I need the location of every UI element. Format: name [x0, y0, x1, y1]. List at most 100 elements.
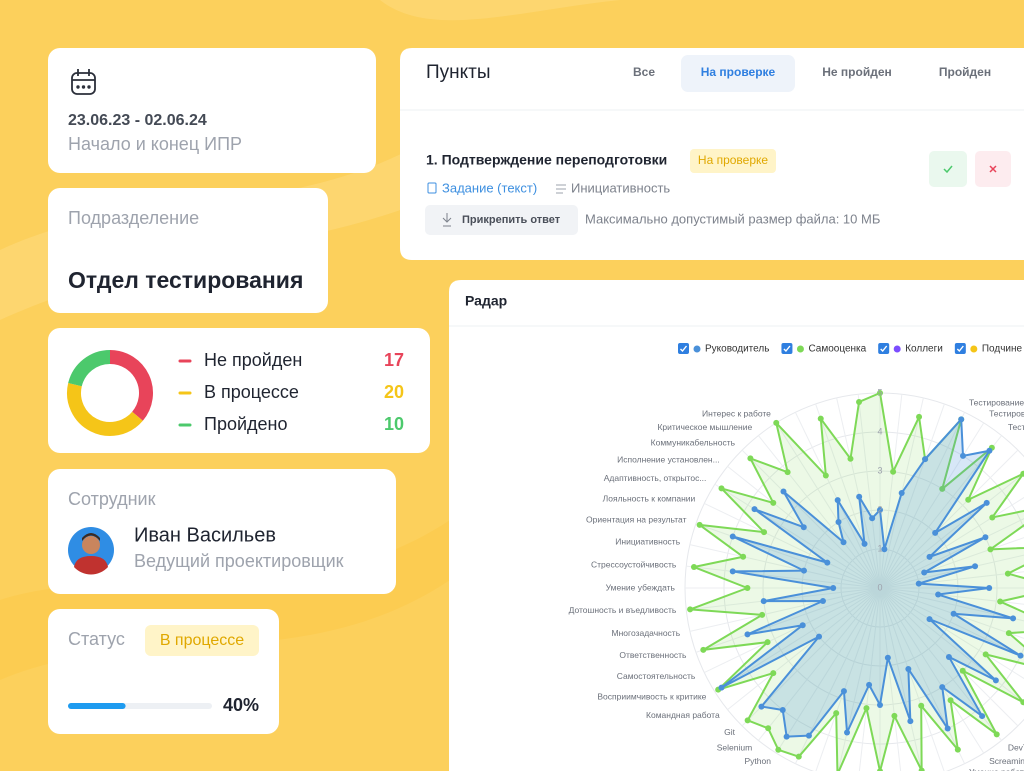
y-tick-label: 0 [877, 582, 882, 592]
department-caption: Подразделение [68, 208, 199, 228]
employee-card [48, 469, 396, 594]
period-caption: Начало и конец ИПР [68, 134, 242, 154]
legend-checkbox[interactable] [878, 343, 890, 354]
competency-icon [556, 184, 566, 194]
series-point [945, 653, 952, 660]
series-point [840, 688, 847, 695]
series-point [877, 702, 883, 708]
employee-caption: Сотрудник [68, 489, 156, 509]
attach-label[interactable]: Прикрепить ответ [462, 214, 561, 226]
spoke [686, 565, 881, 589]
legend-check [956, 345, 964, 353]
axis-label: Многозадачность [612, 628, 681, 638]
series-point [783, 733, 790, 740]
series-point [1005, 630, 1012, 637]
legend-label[interactable]: Самооценка [808, 344, 866, 355]
tab[interactable]: На проверке [701, 65, 776, 79]
series-point [958, 416, 965, 423]
spoke [695, 523, 881, 589]
series-point [795, 753, 802, 760]
department-card [48, 188, 328, 313]
series-point [972, 563, 979, 570]
series-point [718, 684, 725, 691]
accept-button[interactable] [929, 151, 967, 187]
legend-checkbox[interactable] [781, 343, 793, 354]
status-state: В процессе [160, 632, 244, 649]
series-point [844, 729, 851, 736]
series-point [835, 518, 842, 525]
series-point [729, 533, 736, 540]
item-badge-bg [690, 149, 776, 173]
series-point [759, 611, 766, 618]
series-point [950, 610, 957, 617]
series-point [1020, 470, 1024, 477]
spoke [879, 496, 1024, 589]
spoke [879, 537, 1024, 589]
series-point [877, 768, 883, 771]
series-point [915, 580, 922, 587]
spoke [879, 587, 923, 771]
y-tick-label: 4 [877, 426, 882, 436]
series-point [805, 732, 812, 739]
legend-label[interactable]: Руководитель [705, 344, 769, 355]
summary-value: 10 [384, 414, 404, 434]
series-point [926, 553, 933, 560]
series-point [918, 702, 925, 709]
spoke [686, 587, 881, 611]
legend-label[interactable]: Подчине [982, 344, 1023, 355]
summary-card [48, 328, 430, 453]
series-point [959, 452, 966, 459]
item-task[interactable]: Задание (текст) [442, 180, 537, 195]
series-point [921, 569, 928, 576]
legend-checkbox[interactable] [954, 343, 966, 354]
tab[interactable]: Не пройден [822, 65, 892, 79]
employee-name: Иван Васильев [134, 524, 276, 546]
radar-panel: Радар Руководитель Самооценка Коллеги Подчи… [449, 280, 1024, 771]
series-point [816, 633, 823, 640]
items-title: Пункты [426, 62, 491, 83]
series-point [784, 469, 791, 476]
axis-label: Критическое мышление [657, 422, 752, 432]
donut-segment [67, 383, 143, 436]
spoke [758, 587, 881, 741]
legend-checkbox[interactable] [678, 343, 689, 354]
series-point [863, 705, 870, 712]
series-point [740, 553, 747, 560]
accept-icon [943, 165, 953, 174]
series-point [824, 559, 831, 566]
series-point [891, 712, 898, 719]
spoke [704, 502, 881, 589]
summary-label: Пройдено [204, 414, 287, 434]
series-point [944, 725, 951, 732]
spoke [879, 394, 903, 589]
series-point [890, 468, 897, 475]
legend-label[interactable]: Коллеги [905, 344, 943, 355]
axis-label: Git [724, 727, 736, 737]
progress-label: 40% [223, 695, 259, 715]
attach-button[interactable] [425, 205, 578, 235]
series-point [834, 497, 841, 504]
legend-dot [970, 345, 978, 353]
spoke [775, 422, 881, 589]
spoke [741, 449, 881, 589]
reject-icon [989, 165, 997, 173]
background-streak [380, 0, 620, 21]
series-point [760, 598, 767, 605]
spoke [689, 544, 881, 589]
axis-label: Тест [1008, 422, 1024, 432]
axis-label: Python [744, 756, 771, 766]
axis-label: Командная работа [646, 710, 720, 720]
tab[interactable]: Пройден [939, 65, 991, 79]
series-point [800, 524, 807, 531]
tab[interactable]: Все [633, 65, 655, 79]
series-point [700, 646, 707, 653]
axis-label: Инициативность [615, 537, 680, 547]
axis-label: Ориентация на результат [586, 515, 687, 525]
period-dates: 23.06.23 - 02.06.24 [68, 112, 207, 129]
series-point [993, 731, 1000, 738]
spoke [758, 435, 881, 589]
series-point [877, 390, 883, 396]
series-point [959, 667, 966, 674]
series-point [800, 567, 807, 574]
series-point [840, 539, 847, 546]
